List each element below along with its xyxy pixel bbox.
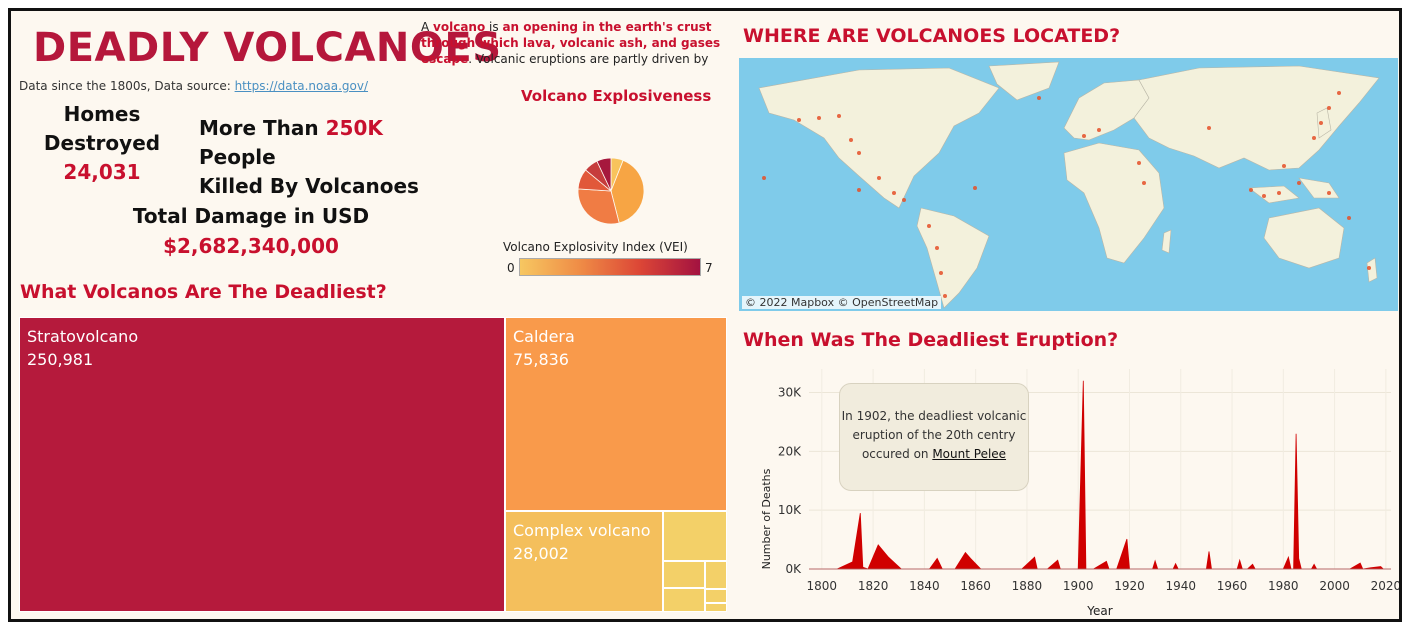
y-axis-label: Number of Deaths: [760, 468, 773, 569]
pie-title: Volcano Explosiveness: [521, 87, 712, 105]
intro-c: is: [485, 20, 503, 34]
y-tick-label: 0K: [785, 562, 802, 576]
deadliest-eruption-annotation: In 1902, the deadliest volcanic eruption…: [839, 383, 1029, 491]
source-prefix: Data since the 1800s, Data source:: [19, 79, 231, 93]
vei-legend-max: 7: [705, 261, 713, 275]
treemap-label: Complex volcano: [513, 521, 651, 540]
x-tick-label: 2000: [1319, 579, 1350, 593]
annotation-line-1: In 1902, the deadliest volcanic: [841, 409, 1027, 423]
treemap-cell-small[interactable]: [663, 511, 727, 561]
treemap-label: Stratovolcano: [27, 327, 139, 346]
homes-label-2: Destroyed: [43, 131, 161, 155]
pie-slice-vei-3[interactable]: [577, 188, 620, 225]
land-new-zealand: [1366, 257, 1378, 283]
x-tick-label: 1880: [1012, 579, 1043, 593]
world-map: [758, 61, 1380, 309]
land-europe: [1063, 79, 1150, 141]
explosiveness-pie: [577, 157, 645, 225]
intro-a: A: [421, 20, 434, 34]
total-damage-kpi: Total Damage in USD $2,682,340,000: [121, 202, 381, 261]
damage-label: Total Damage in USD: [132, 204, 370, 228]
data-source: Data since the 1800s, Data source: https…: [19, 79, 368, 93]
x-tick-label: 1920: [1114, 579, 1145, 593]
homes-destroyed-kpi: Homes Destroyed 24,031: [37, 100, 167, 186]
killed-highlight: 250K: [325, 116, 383, 140]
land-south-america: [916, 207, 990, 309]
x-tick-label: 1840: [909, 579, 940, 593]
intro-text: A volcano is an opening in the earth's c…: [421, 19, 727, 67]
volcano-type-treemap: Stratovolcano 250,981 Caldera 75,836 Com…: [19, 317, 727, 612]
killed-line-1: More Than 250K People: [199, 114, 449, 172]
killed-a: More Than: [199, 116, 326, 140]
dashboard-frame: DEADLY VOLCANOES Data since the 1800s, D…: [8, 8, 1402, 622]
volcano-points: [762, 91, 1371, 298]
map-title: WHERE ARE VOLCANOES LOCATED?: [743, 25, 1121, 47]
treemap-value: 250,981: [27, 350, 94, 369]
land-indonesia: [1248, 185, 1300, 204]
mount-pelee-link[interactable]: Mount Pelee: [932, 447, 1007, 461]
land-japan: [1316, 107, 1332, 139]
intro-b: volcano: [433, 20, 486, 34]
treemap-cell-small[interactable]: [705, 589, 727, 603]
x-tick-label: 1940: [1165, 579, 1196, 593]
intro-e: . Volcanic eruptions are partly driven b…: [468, 52, 709, 66]
treemap-cell-caldera[interactable]: Caldera 75,836: [505, 317, 727, 511]
treemap-cell-small[interactable]: [663, 588, 705, 612]
x-tick-label: 1900: [1063, 579, 1094, 593]
y-tick-label: 30K: [778, 386, 802, 400]
land-north-america: [758, 67, 1000, 209]
source-link[interactable]: https://data.noaa.gov/: [234, 79, 369, 93]
x-tick-label: 1820: [858, 579, 889, 593]
x-axis-label: Year: [1086, 604, 1112, 617]
y-tick-label: 20K: [778, 444, 802, 458]
land-new-guinea: [1298, 177, 1340, 199]
vei-legend-min: 0: [507, 261, 515, 275]
annotation-line-2: eruption of the 20th centry: [852, 428, 1016, 442]
homes-label-1: Homes: [63, 102, 141, 126]
dashboard-title: DEADLY VOLCANOES: [33, 25, 502, 71]
killed-c: People: [199, 145, 276, 169]
timeline-title: When Was The Deadliest Eruption?: [743, 329, 1119, 351]
annotation-line-3-text: occured on: [861, 447, 933, 461]
map-attribution: © 2022 Mapbox © OpenStreetMap: [742, 296, 942, 309]
y-tick-label: 10K: [778, 503, 802, 517]
treemap-value: 75,836: [513, 350, 569, 369]
land-madagascar: [1161, 229, 1172, 254]
treemap-value: 28,002: [513, 544, 569, 563]
treemap-cell-small[interactable]: [705, 603, 727, 612]
land-australia: [1263, 207, 1345, 269]
x-tick-label: 1980: [1268, 579, 1299, 593]
treemap-cell-small[interactable]: [663, 561, 705, 588]
land-asia: [1133, 65, 1380, 171]
treemap-label: Caldera: [513, 327, 575, 346]
people-killed-kpi: More Than 250K People Killed By Volcanoe…: [199, 114, 449, 201]
deaths-timeline-chart: 0K 10K 20K 30K 1800 1820 1840 1860 1880 1900 1920 1…: [760, 369, 1399, 617]
land-africa: [1063, 142, 1165, 264]
volcano-map[interactable]: © 2022 Mapbox © OpenStreetMap: [739, 58, 1398, 311]
treemap-cell-stratovolcano[interactable]: Stratovolcano 250,981: [19, 317, 505, 612]
intro-d: an opening in the earth's crust through …: [421, 20, 721, 66]
vei-legend-gradient: [519, 258, 701, 276]
killed-line-2: Killed By Volcanoes: [199, 174, 419, 198]
vei-legend-title: Volcano Explosivity Index (VEI): [503, 240, 688, 254]
pie-slice-vei-2[interactable]: [610, 159, 645, 224]
treemap-title: What Volcanos Are The Deadliest?: [20, 281, 387, 303]
pie-slice-vei-6[interactable]: [596, 157, 612, 192]
annotation-line-3: occured on Mount Pelee: [840, 445, 1028, 464]
x-tick-label: 1860: [960, 579, 991, 593]
treemap-cell-complex-volcano[interactable]: Complex volcano 28,002: [505, 511, 663, 612]
x-tick-label: 2020: [1371, 579, 1399, 593]
x-tick-label: 1960: [1217, 579, 1248, 593]
treemap-cell-small[interactable]: [705, 561, 727, 589]
land-greenland: [988, 61, 1060, 101]
damage-value: $2,682,340,000: [163, 234, 339, 258]
x-tick-label: 1800: [807, 579, 838, 593]
homes-value: 24,031: [63, 160, 141, 184]
